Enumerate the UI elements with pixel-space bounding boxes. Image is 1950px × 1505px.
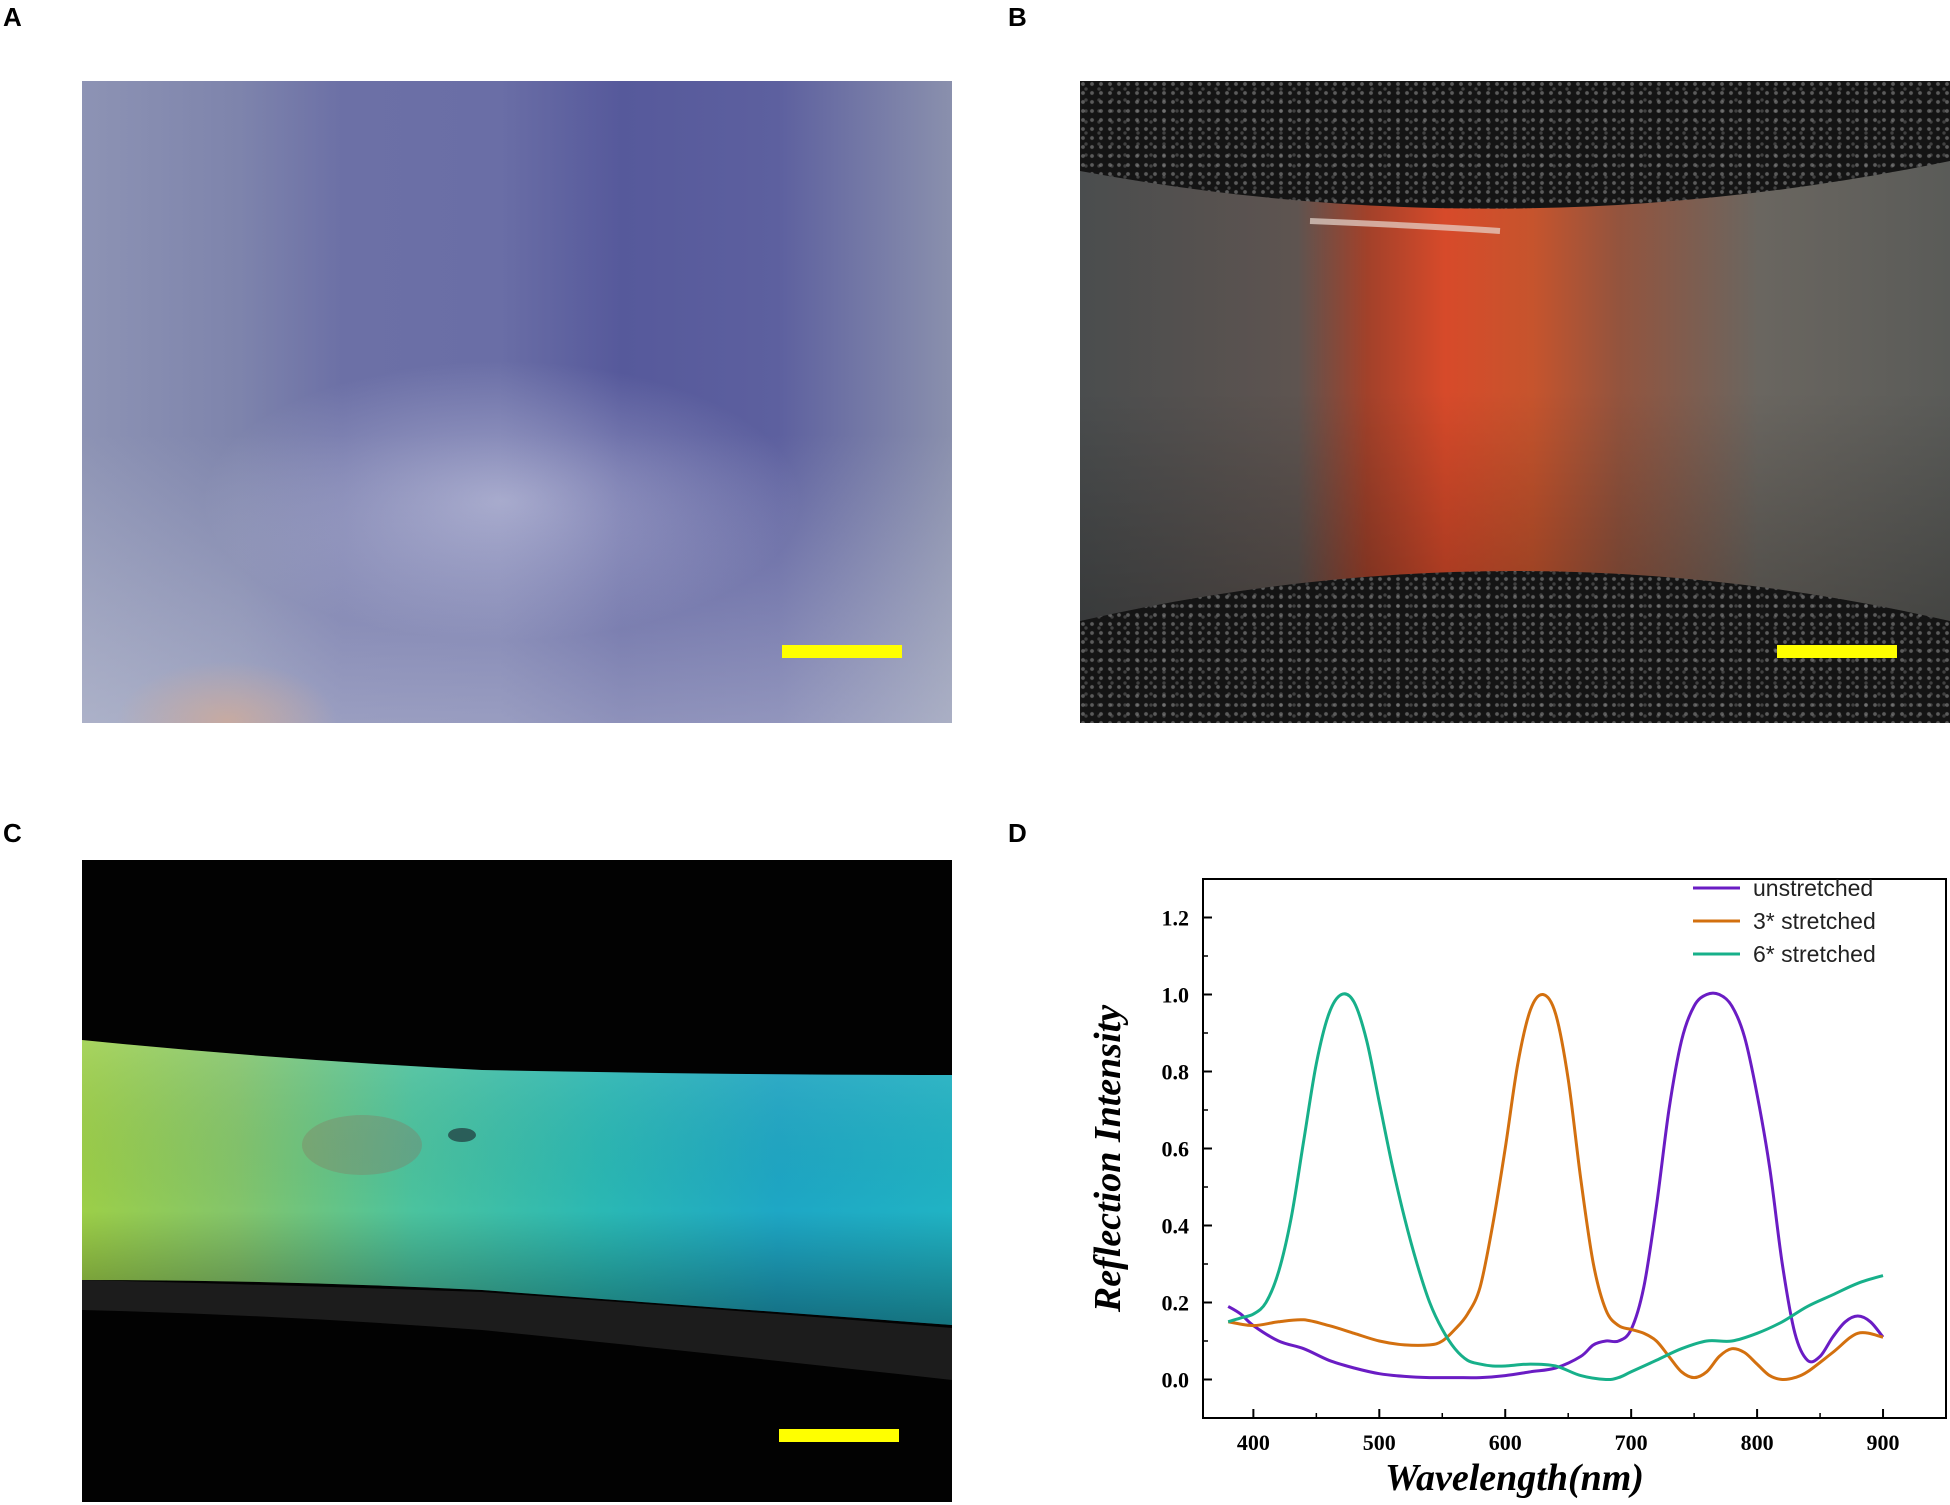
- x-tick-label: 800: [1741, 1430, 1774, 1455]
- film-strip-green-blue: [82, 1040, 952, 1380]
- panel-label-a: A: [3, 2, 22, 32]
- legend-label: unstretched: [1753, 875, 1873, 901]
- scale-bar: [782, 645, 902, 658]
- scale-bar: [779, 1429, 899, 1442]
- panel-label-d: D: [1008, 818, 1027, 848]
- axis-ticks: [1203, 916, 1885, 1419]
- legend: unstretched 3* stretched 6* stretched: [1693, 875, 1876, 967]
- photo-a-unstretched-sample: [82, 81, 952, 723]
- y-axis-title: Reflection Intensity: [1087, 1005, 1129, 1313]
- y-tick-label: 0.2: [1162, 1291, 1190, 1316]
- photo-b-stretched-sample: [1080, 81, 1950, 723]
- y-tick-label: 1.2: [1162, 906, 1190, 931]
- legend-label: 6* stretched: [1753, 941, 1876, 967]
- y-tick-label: 0.0: [1162, 1368, 1190, 1393]
- series-line-3-stretched: [1227, 992, 1884, 1382]
- series-lines: [1227, 991, 1885, 1382]
- reflection-spectra-chart: 400 500 600 700 800 9000.00.20.40.60.81.01.2 …: [1087, 875, 1947, 1499]
- y-tick-label: 1.0: [1162, 983, 1190, 1008]
- series-line-6-stretched: [1227, 992, 1884, 1382]
- legend-label: 3* stretched: [1753, 908, 1876, 934]
- axis-tick-labels: 400 500 600 700 800 900 0.0 0.2 0.4 0.6 0.8 1.0 1.2: [1162, 906, 1900, 1456]
- photo-c-stretched-sample: [82, 860, 952, 1502]
- x-tick-label: 500: [1363, 1430, 1396, 1455]
- series-line-unstretched: [1227, 991, 1885, 1380]
- x-tick-label: 600: [1489, 1430, 1522, 1455]
- x-tick-label: 900: [1867, 1430, 1900, 1455]
- film-strip-red: [1080, 161, 1950, 621]
- y-tick-label: 0.6: [1162, 1137, 1190, 1162]
- y-tick-label: 0.4: [1162, 1214, 1190, 1239]
- x-tick-label: 400: [1237, 1430, 1270, 1455]
- panel-label-c: C: [3, 818, 22, 848]
- panel-label-b: B: [1008, 2, 1027, 32]
- x-axis-title: Wavelength(nm): [1385, 1457, 1644, 1499]
- scale-bar: [1777, 645, 1897, 658]
- y-tick-label: 0.8: [1162, 1060, 1190, 1085]
- x-tick-label: 700: [1615, 1430, 1648, 1455]
